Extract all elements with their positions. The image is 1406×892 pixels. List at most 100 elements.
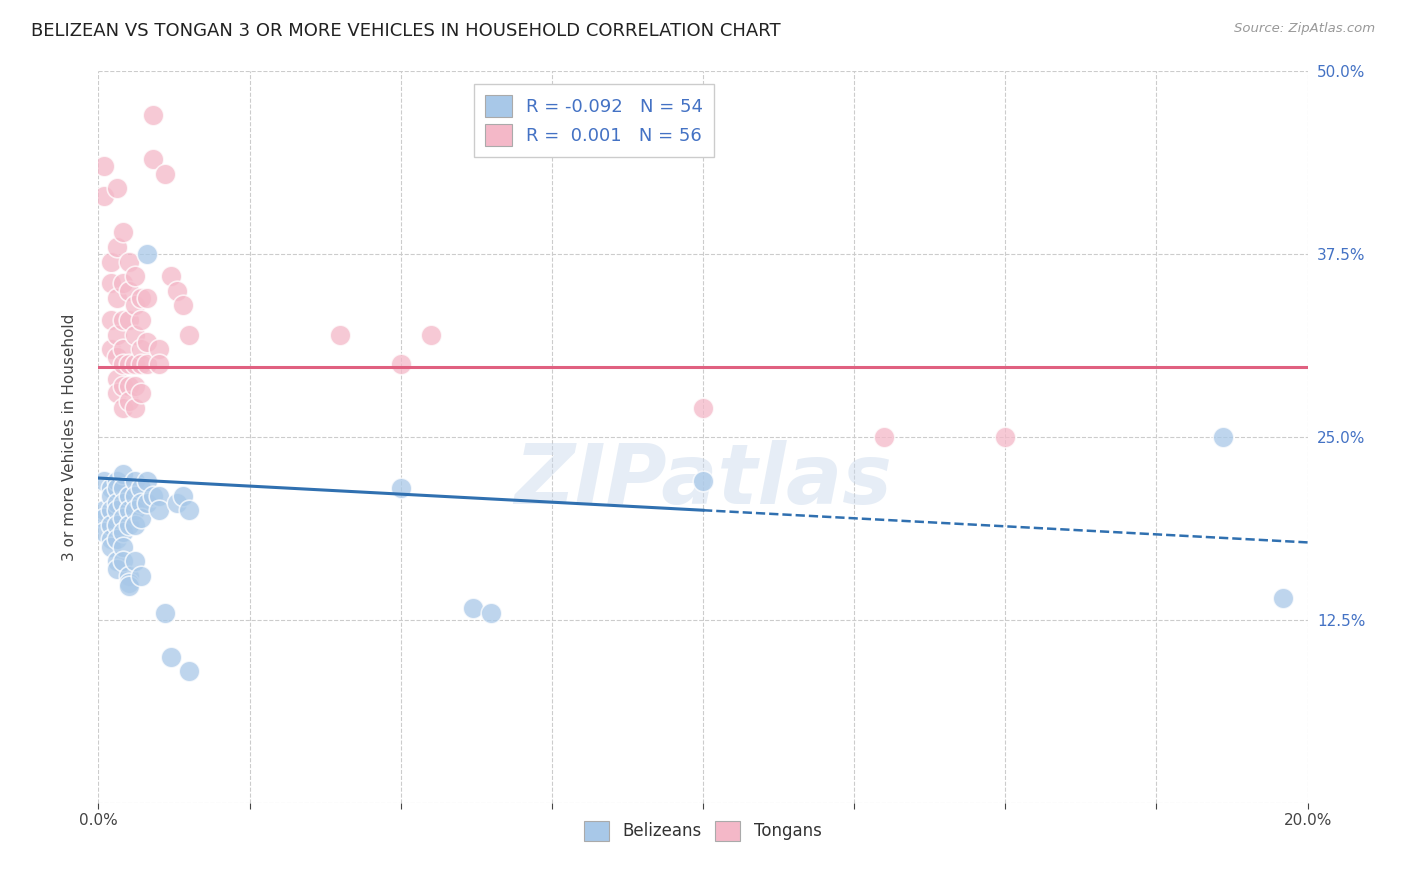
Point — [124, 517, 146, 532]
Point — [129, 313, 152, 327]
Point — [692, 401, 714, 415]
Point — [129, 481, 152, 495]
Point — [129, 386, 152, 401]
Point — [135, 247, 157, 261]
Point — [118, 313, 141, 327]
Point — [129, 496, 152, 510]
Legend: Belizeans, Tongans: Belizeans, Tongans — [576, 813, 830, 849]
Point — [118, 393, 141, 408]
Point — [420, 327, 443, 342]
Point — [111, 343, 134, 357]
Point — [129, 343, 152, 357]
Point — [105, 181, 128, 195]
Point — [93, 503, 115, 517]
Point — [166, 284, 188, 298]
Point — [153, 167, 176, 181]
Point — [111, 525, 134, 540]
Point — [463, 601, 485, 615]
Point — [118, 569, 141, 583]
Point — [389, 357, 412, 371]
Point — [100, 343, 122, 357]
Point — [135, 357, 157, 371]
Point — [179, 664, 201, 678]
Point — [153, 606, 176, 620]
Point — [118, 503, 141, 517]
Point — [93, 525, 115, 540]
Point — [105, 474, 128, 488]
Point — [124, 554, 146, 568]
Point — [111, 277, 134, 291]
Point — [389, 481, 412, 495]
Point — [166, 496, 188, 510]
Point — [105, 327, 128, 342]
Text: Source: ZipAtlas.com: Source: ZipAtlas.com — [1234, 22, 1375, 36]
Point — [105, 350, 128, 364]
Point — [93, 474, 115, 488]
Point — [105, 503, 128, 517]
Point — [118, 284, 141, 298]
Point — [142, 489, 165, 503]
Point — [481, 606, 503, 620]
Point — [148, 489, 170, 503]
Point — [100, 489, 122, 503]
Point — [93, 160, 115, 174]
Point — [135, 291, 157, 305]
Point — [118, 576, 141, 591]
Point — [105, 291, 128, 305]
Point — [172, 298, 194, 312]
Point — [148, 503, 170, 517]
Point — [124, 379, 146, 393]
Text: BELIZEAN VS TONGAN 3 OR MORE VEHICLES IN HOUSEHOLD CORRELATION CHART: BELIZEAN VS TONGAN 3 OR MORE VEHICLES IN… — [31, 22, 780, 40]
Point — [118, 579, 141, 593]
Point — [142, 108, 165, 122]
Point — [111, 225, 134, 239]
Point — [100, 517, 122, 532]
Point — [329, 327, 352, 342]
Text: ZIPatlas: ZIPatlas — [515, 441, 891, 522]
Point — [692, 474, 714, 488]
Point — [160, 269, 183, 284]
Point — [148, 343, 170, 357]
Point — [118, 357, 141, 371]
Point — [105, 554, 128, 568]
Point — [129, 291, 152, 305]
Point — [100, 313, 122, 327]
Point — [111, 540, 134, 554]
Point — [111, 554, 134, 568]
Point — [124, 489, 146, 503]
Point — [105, 517, 128, 532]
Point — [111, 496, 134, 510]
Point — [124, 357, 146, 371]
Point — [105, 371, 128, 385]
Point — [523, 137, 546, 152]
Point — [111, 357, 134, 371]
Point — [111, 481, 134, 495]
Point — [111, 379, 134, 393]
Point — [124, 401, 146, 415]
Point — [124, 298, 146, 312]
Point — [118, 517, 141, 532]
Point — [148, 357, 170, 371]
Point — [105, 533, 128, 547]
Point — [1212, 430, 1234, 444]
Point — [93, 188, 115, 202]
Point — [873, 430, 896, 444]
Point — [994, 430, 1017, 444]
Point — [124, 474, 146, 488]
Point — [124, 269, 146, 284]
Point — [135, 474, 157, 488]
Point — [129, 510, 152, 524]
Point — [105, 240, 128, 254]
Point — [135, 496, 157, 510]
Point — [111, 313, 134, 327]
Point — [142, 152, 165, 166]
Point — [129, 569, 152, 583]
Point — [100, 540, 122, 554]
Point — [105, 386, 128, 401]
Point — [172, 489, 194, 503]
Point — [111, 401, 134, 415]
Point — [118, 254, 141, 268]
Point — [160, 649, 183, 664]
Point — [111, 467, 134, 481]
Point — [124, 503, 146, 517]
